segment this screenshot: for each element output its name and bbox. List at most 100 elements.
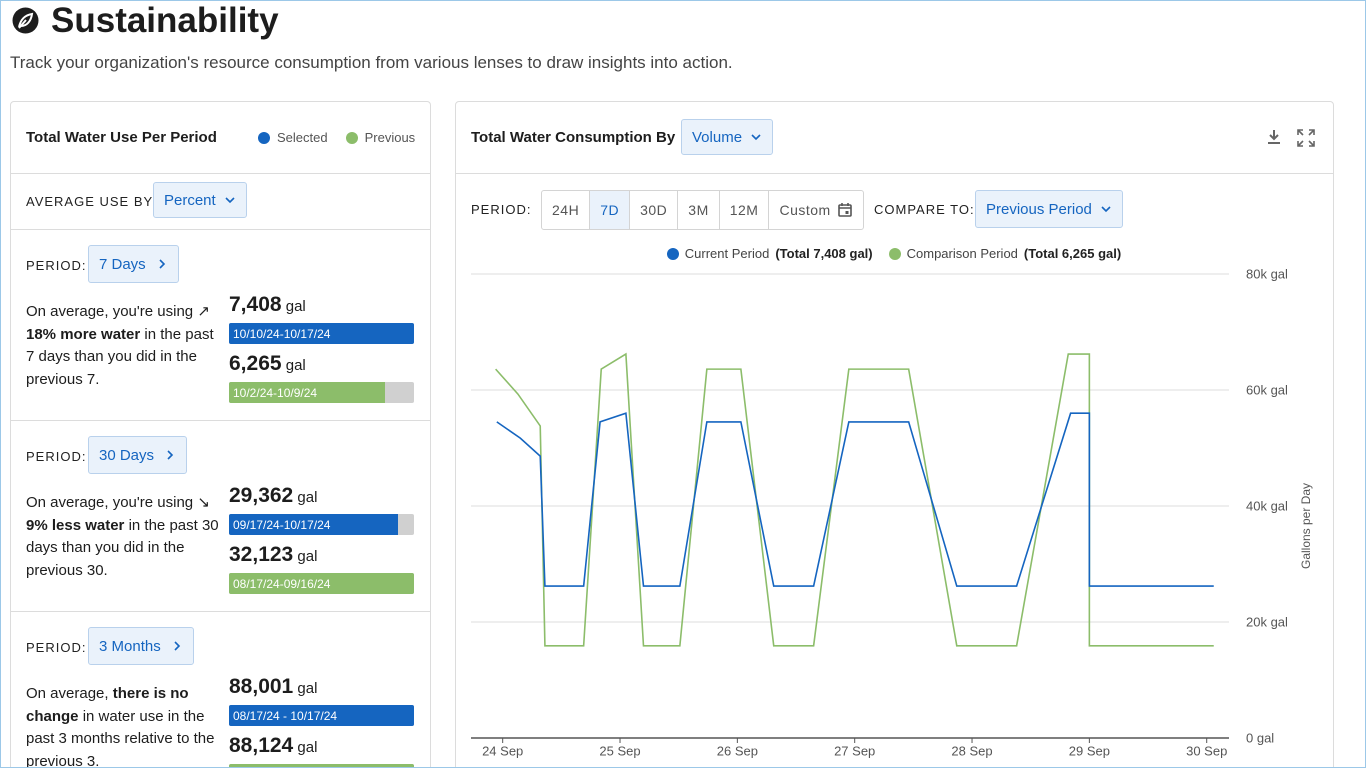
value: 88,001	[229, 675, 294, 698]
unit: gal	[297, 739, 318, 756]
summary-text: in the past 30 days than you did in the …	[26, 516, 219, 579]
button-text: 3 Months	[99, 637, 161, 655]
bar-track: 10/2/24-10/9/24	[229, 382, 414, 403]
legend-name: Current Period	[684, 246, 770, 261]
legend-swatch	[666, 247, 679, 260]
date-range: 10/10/24-10/17/24	[233, 327, 331, 341]
legend-total: (Total 7,408 gal)	[775, 246, 873, 261]
summary-text: in the past 7 days than you did in the p…	[26, 325, 214, 388]
summary-text: in water use in the past 3 months relati…	[26, 707, 215, 768]
page-title: Sustainability	[51, 1, 279, 40]
bar-track: 09/17/24-10/17/24	[229, 514, 414, 535]
y-axis-title: Gallons per Day	[1299, 483, 1313, 569]
option-text: 3M	[688, 202, 709, 218]
chart-legend: Current Period (Total 7,408 gal) Compariso…	[455, 246, 1333, 261]
legend-text: Selected	[277, 130, 328, 145]
chart-header: Total Water Consumption By Volume	[456, 102, 1333, 174]
bar-track: 08/17/24-09/16/24	[229, 573, 414, 594]
left-header: Total Water Use Per Period Selected Previ…	[11, 102, 430, 174]
summary-text: 9% less water	[26, 516, 125, 534]
x-tick-label: 29 Sep	[1069, 743, 1110, 758]
chevron-path	[174, 641, 180, 651]
x-tick-label: 28 Sep	[951, 743, 992, 758]
value-row: 6,265 gal	[229, 352, 306, 376]
dropdown-text: Previous Period	[986, 200, 1092, 218]
chevron-path	[167, 450, 174, 460]
summary: On average, you're using ↘ 9% less water…	[26, 492, 226, 582]
period-option[interactable]: 12M	[720, 191, 770, 229]
chart-panel-title: Total Water Consumption By	[471, 129, 676, 146]
option-text: 7D	[600, 202, 620, 218]
period-button[interactable]: 30 Days	[88, 436, 188, 474]
unit: gal	[285, 298, 306, 315]
x-tick-label: 26 Sep	[717, 743, 758, 758]
legend-swatch	[888, 247, 901, 260]
period-label: PERIOD:	[26, 258, 87, 273]
expand-icon[interactable]	[1296, 128, 1316, 148]
dropdown-text: Percent	[164, 191, 216, 209]
chevron	[1101, 206, 1111, 213]
y-tick-label: 0 gal	[1246, 730, 1274, 745]
unit: gal	[285, 357, 306, 374]
left-title: Total Water Use Per Period	[26, 129, 217, 146]
bar	[229, 764, 414, 767]
calendar-icon	[837, 203, 852, 217]
legend-item: Previous	[345, 130, 415, 145]
x-tick-label: 25 Sep	[599, 743, 640, 758]
period-button[interactable]: 3 Months	[88, 627, 194, 665]
chevron	[167, 450, 174, 460]
legend-item: Comparison Period (Total 6,265 gal)	[888, 246, 1121, 261]
legend-item: Selected	[258, 130, 328, 145]
summary-text: On average, you're using	[26, 494, 194, 511]
period-option[interactable]: 24H	[542, 191, 591, 229]
chart: 0 gal 20k gal 40k gal 60k gal 80k gal 24 Sep 2…	[471, 266, 1313, 758]
period-option[interactable]: Custom	[769, 191, 862, 229]
bar-track: 08/17/24 - 10/17/24	[229, 705, 414, 726]
value: 6,265	[229, 352, 282, 375]
button-text: 30 Days	[99, 446, 155, 464]
value: 88,124	[229, 734, 294, 757]
period-card: PERIOD: 3 Months On average, there is no c…	[11, 612, 430, 768]
option-text: 12M	[729, 202, 759, 218]
y-tick-label: 20k gal	[1246, 614, 1288, 629]
summary-text: ↗	[197, 303, 210, 320]
bar: 10/2/24-10/9/24	[229, 382, 386, 403]
chevron	[174, 641, 180, 651]
calendar-top	[838, 203, 851, 209]
calendar-body	[837, 204, 852, 217]
bar-track	[229, 764, 414, 767]
period-button[interactable]: 7 Days	[88, 245, 179, 283]
period-buttons: 24H 7D 30D 3M 12M Custom	[541, 190, 864, 230]
period-option[interactable]: 3M	[678, 191, 720, 229]
compare-dropdown[interactable]: Previous Period	[975, 190, 1123, 228]
value-row: 7,408 gal	[229, 293, 306, 317]
date-range: 08/17/24 - 10/17/24	[233, 709, 338, 723]
date-range: 09/17/24-10/17/24	[233, 518, 331, 532]
unit: gal	[297, 489, 318, 506]
period-label: PERIOD:	[471, 202, 532, 217]
period-label: PERIOD:	[26, 449, 87, 464]
x-tick-label: 27 Sep	[834, 743, 875, 758]
value: 32,123	[229, 543, 294, 566]
series-line	[495, 352, 1214, 647]
unit: gal	[297, 680, 318, 697]
y-tick-label: 60k gal	[1246, 382, 1288, 397]
value: 29,362	[229, 484, 294, 507]
x-tick-label: 24 Sep	[482, 743, 523, 758]
summary-text: there is no change	[26, 685, 189, 725]
button-text: 7 Days	[99, 255, 146, 273]
value-row: 29,362 gal	[229, 484, 317, 508]
average-dropdown[interactable]: Percent	[153, 182, 247, 218]
summary: On average, you're using ↗ 18% more wate…	[26, 301, 226, 391]
period-option[interactable]: 30D	[630, 191, 679, 229]
summary: On average, there is no change in water …	[26, 683, 226, 768]
legend-name: Comparison Period	[906, 246, 1018, 261]
chevron	[225, 197, 235, 204]
bar: 08/17/24 - 10/17/24	[229, 705, 414, 726]
option-text: 30D	[640, 202, 668, 218]
compare-label: COMPARE TO:	[874, 202, 975, 217]
volume-dropdown[interactable]: Volume	[681, 119, 774, 155]
download-icon[interactable]	[1265, 128, 1283, 146]
period-option[interactable]: 7D	[590, 191, 631, 229]
period-label: PERIOD:	[26, 640, 87, 655]
